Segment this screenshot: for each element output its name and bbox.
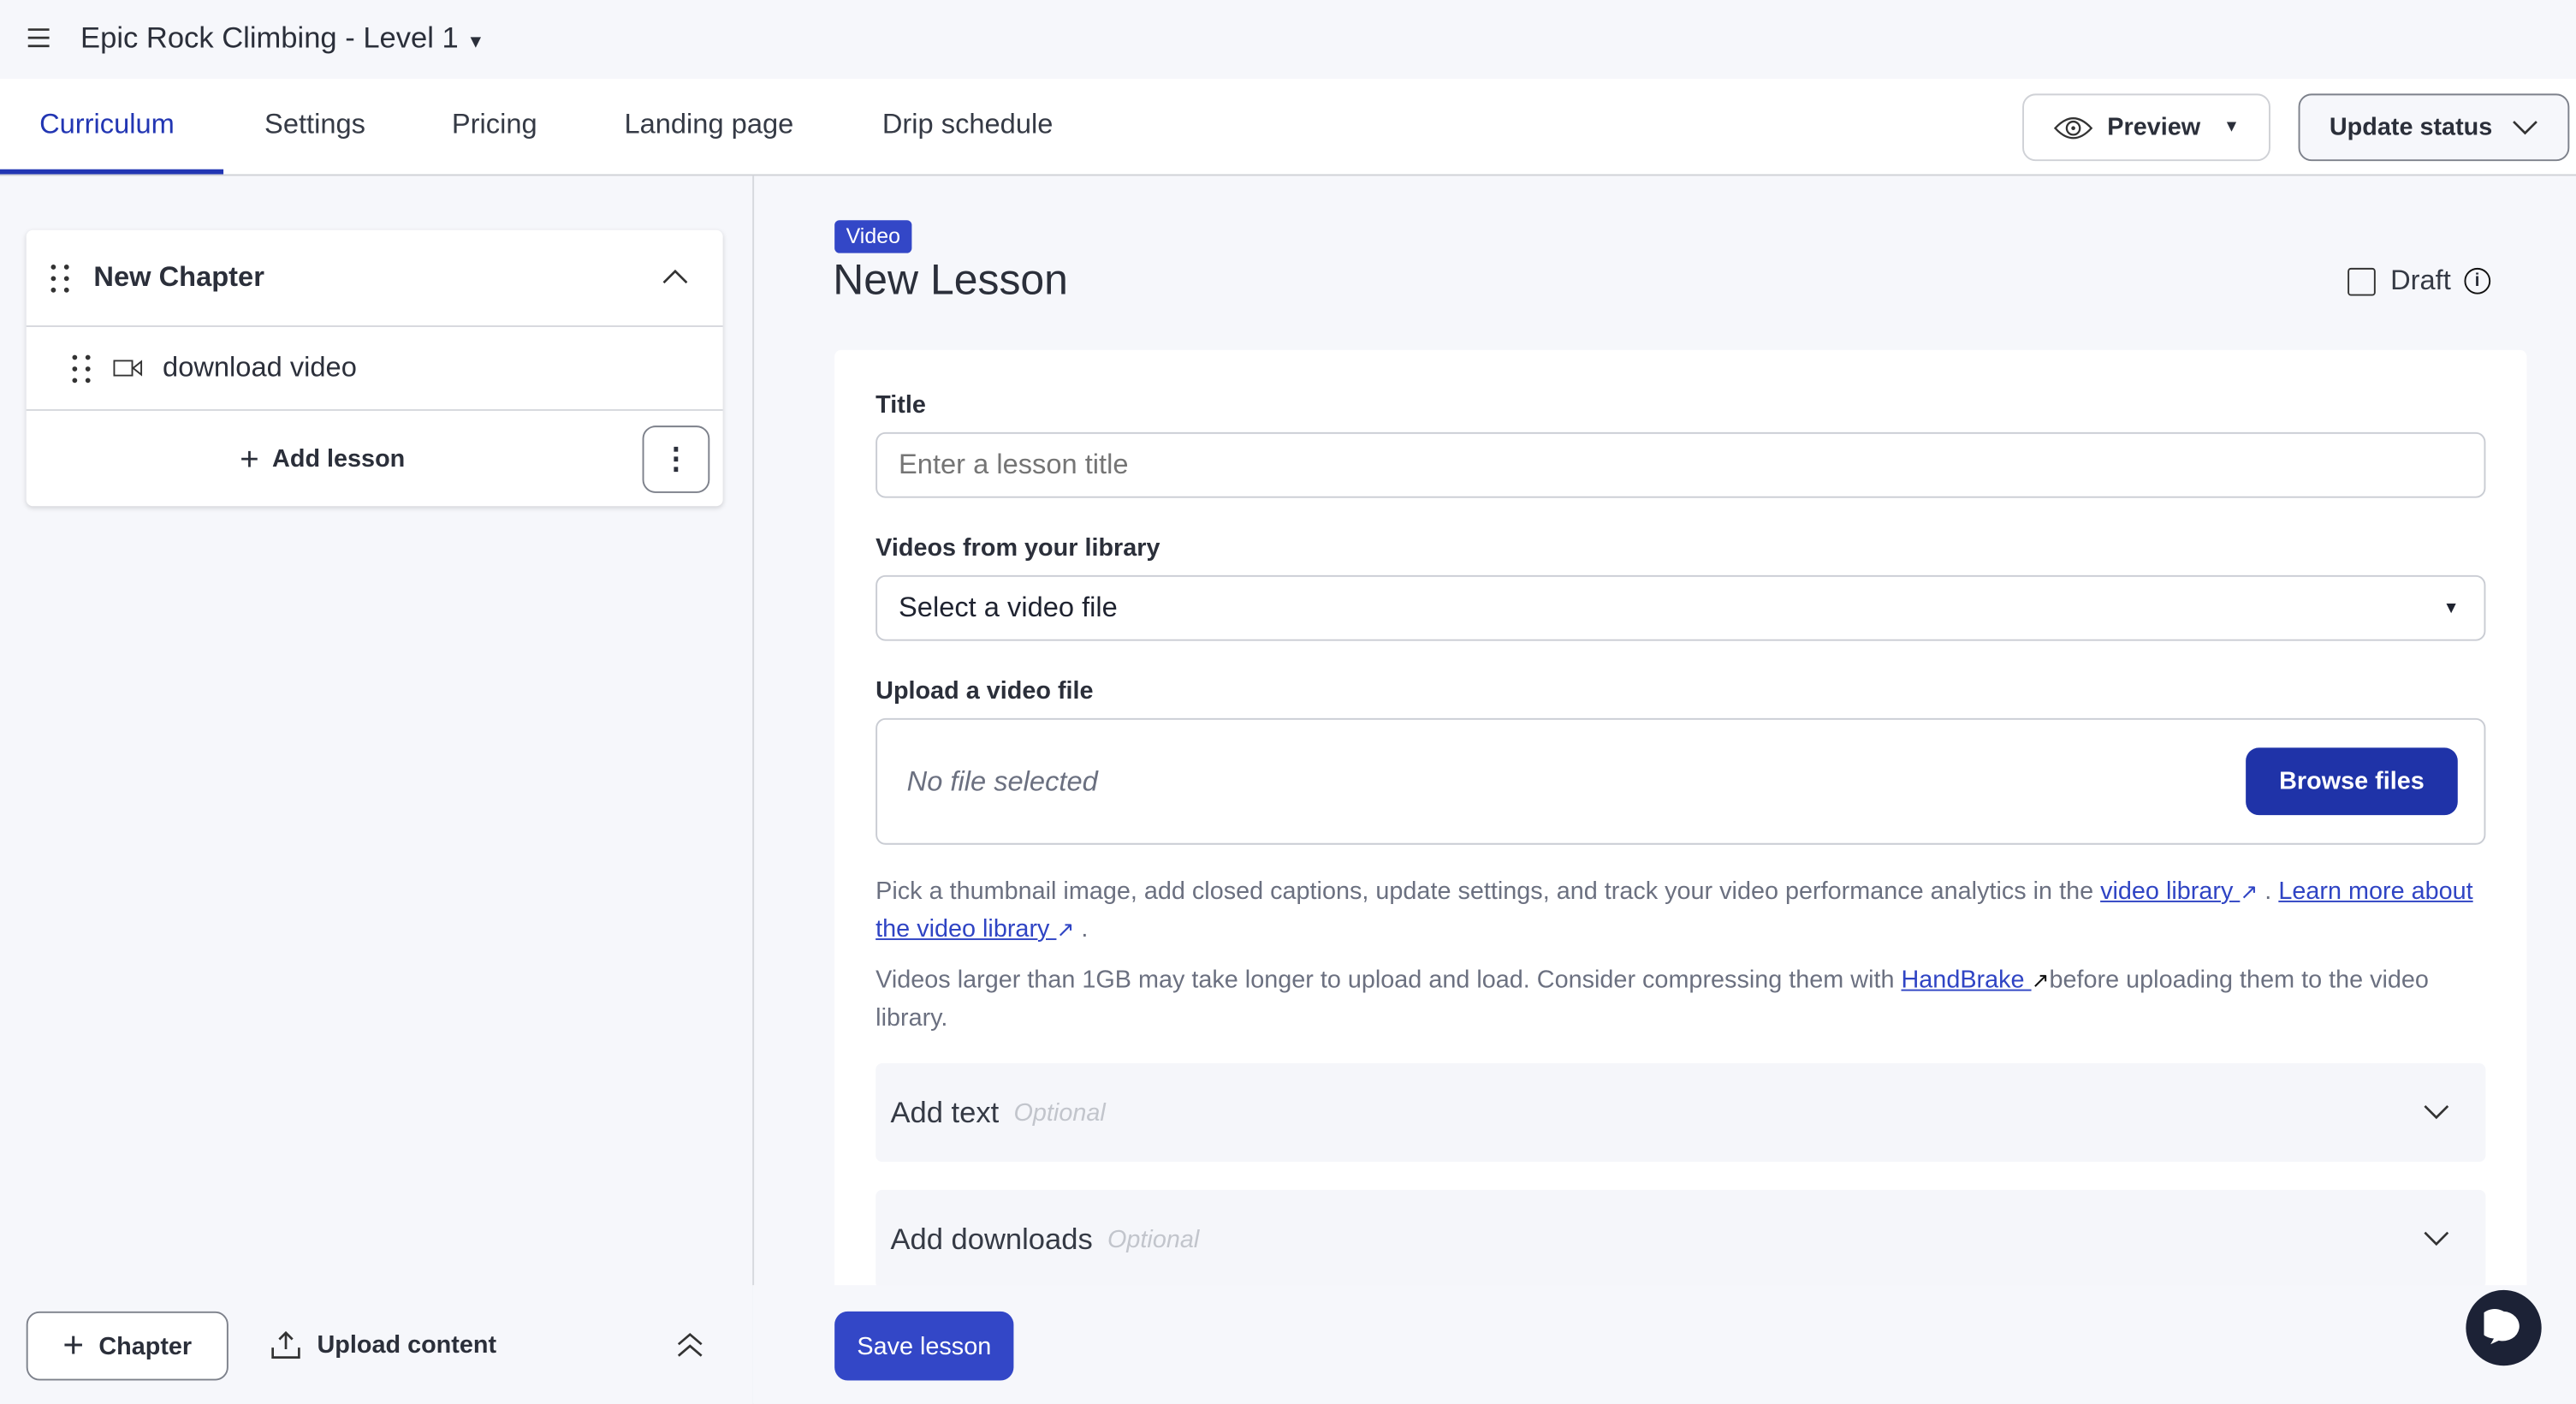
course-title: Epic Rock Climbing - Level 1 xyxy=(80,21,459,55)
no-file-text: No file selected xyxy=(906,764,1098,797)
double-chevron-up-icon[interactable] xyxy=(677,1331,703,1358)
course-title-dropdown[interactable]: Epic Rock Climbing - Level 1 ▼ xyxy=(80,21,484,56)
drag-handle-icon[interactable] xyxy=(72,354,92,384)
accordion-title: Add text xyxy=(890,1095,1000,1128)
chevron-down-icon xyxy=(2513,120,2538,134)
lesson-heading: New Lesson xyxy=(833,254,1068,305)
tab-drip-schedule[interactable]: Drip schedule xyxy=(881,108,1054,140)
video-size-help: Videos larger than 1GB may take longer t… xyxy=(875,961,2494,1037)
external-link-icon: ↗ xyxy=(1056,917,1075,942)
video-library-link[interactable]: video library xyxy=(2100,878,2241,906)
save-lesson-button[interactable]: Save lesson xyxy=(834,1311,1014,1381)
active-tab-indicator xyxy=(0,169,224,175)
plus-icon: + xyxy=(240,442,259,479)
add-lesson-row: + Add lesson ⋮ xyxy=(27,411,723,506)
curriculum-sidebar xyxy=(0,176,755,1404)
title-label: Title xyxy=(875,390,926,419)
chevron-down-icon xyxy=(2424,1104,2449,1120)
tab-pricing[interactable]: Pricing xyxy=(451,108,537,140)
add-lesson-button[interactable]: + Add lesson xyxy=(240,442,405,479)
chapter-card: New Chapter download video + Add lesson ⋮ xyxy=(26,229,723,507)
upload-dropzone[interactable]: No file selected Browse files xyxy=(875,717,2486,845)
tab-settings[interactable]: Settings xyxy=(264,108,365,140)
upload-content-label: Upload content xyxy=(317,1330,497,1359)
help-text: Videos larger than 1GB may take longer t… xyxy=(875,966,1902,995)
add-chapter-button[interactable]: + Chapter xyxy=(26,1311,229,1381)
draft-label: Draft xyxy=(2390,265,2451,296)
video-icon xyxy=(113,360,143,377)
footer-bar xyxy=(752,1285,2576,1404)
lesson-type-badge: Video xyxy=(834,220,912,253)
add-downloads-accordion[interactable]: Add downloads Optional xyxy=(875,1189,2486,1288)
external-link-icon: ↗ xyxy=(2240,879,2258,904)
add-chapter-label: Chapter xyxy=(98,1331,193,1360)
optional-label: Optional xyxy=(1107,1225,1200,1253)
chat-bubble-icon xyxy=(2484,1309,2520,1345)
learn-more-link[interactable]: Learn more about the video library xyxy=(875,878,2473,943)
update-status-label: Update status xyxy=(2329,113,2493,142)
draft-toggle: Draft i xyxy=(2347,265,2490,297)
info-icon[interactable]: i xyxy=(2464,267,2490,294)
chapter-title: New Chapter xyxy=(93,261,264,293)
kebab-menu-icon: ⋮ xyxy=(661,442,691,475)
caret-down-icon: ▼ xyxy=(2223,118,2241,137)
chevron-down-icon xyxy=(2424,1231,2449,1246)
help-text: . xyxy=(1074,915,1089,943)
chat-launcher-button[interactable] xyxy=(2466,1289,2542,1366)
video-library-select[interactable]: Select a video file ▼ xyxy=(875,574,2486,641)
preview-label: Preview xyxy=(2107,113,2201,142)
selected-video: Select a video file xyxy=(899,592,1118,623)
library-label: Videos from your library xyxy=(875,533,1160,562)
caret-down-icon: ▼ xyxy=(2442,598,2460,617)
more-options-button[interactable]: ⋮ xyxy=(642,425,710,493)
lesson-title-input[interactable] xyxy=(875,431,2486,498)
browse-files-button[interactable]: Browse files xyxy=(2246,747,2458,816)
hamburger-menu-icon[interactable] xyxy=(27,28,51,48)
external-link-icon: ↗ xyxy=(2031,967,2050,993)
tab-landing-page[interactable]: Landing page xyxy=(624,108,794,140)
preview-button[interactable]: Preview ▼ xyxy=(2022,93,2270,162)
eye-icon xyxy=(2053,116,2092,139)
lesson-item[interactable]: download video xyxy=(26,327,723,411)
lesson-title: download video xyxy=(163,351,357,384)
add-lesson-label: Add lesson xyxy=(272,445,406,473)
tab-bar: Curriculum Settings Pricing Landing page… xyxy=(0,79,2576,176)
draft-checkbox[interactable] xyxy=(2347,266,2376,295)
help-text: Pick a thumbnail image, add closed capti… xyxy=(875,878,2101,906)
accordion-title: Add downloads xyxy=(890,1222,1093,1255)
chevron-up-icon[interactable] xyxy=(662,268,689,284)
upload-content-button[interactable]: Upload content xyxy=(271,1330,496,1359)
video-library-help: Pick a thumbnail image, add closed capti… xyxy=(875,872,2494,948)
plus-icon: + xyxy=(62,1324,85,1366)
lesson-form: Title Videos from your library Select a … xyxy=(834,349,2527,1304)
help-text: . xyxy=(2258,878,2279,906)
handbrake-link[interactable]: HandBrake xyxy=(1901,966,2032,995)
caret-down-icon: ▼ xyxy=(466,33,485,53)
upload-icon xyxy=(271,1330,300,1359)
upload-label: Upload a video file xyxy=(875,676,1094,705)
optional-label: Optional xyxy=(1013,1098,1106,1127)
top-bar: Epic Rock Climbing - Level 1 ▼ xyxy=(0,0,2576,80)
add-text-accordion[interactable]: Add text Optional xyxy=(875,1063,2486,1163)
update-status-button[interactable]: Update status xyxy=(2298,93,2570,162)
tab-curriculum[interactable]: Curriculum xyxy=(39,108,175,140)
drag-handle-icon[interactable] xyxy=(50,265,71,293)
chapter-header[interactable]: New Chapter xyxy=(26,230,723,328)
help-text: before uploading them to the video libra… xyxy=(875,966,2429,1032)
